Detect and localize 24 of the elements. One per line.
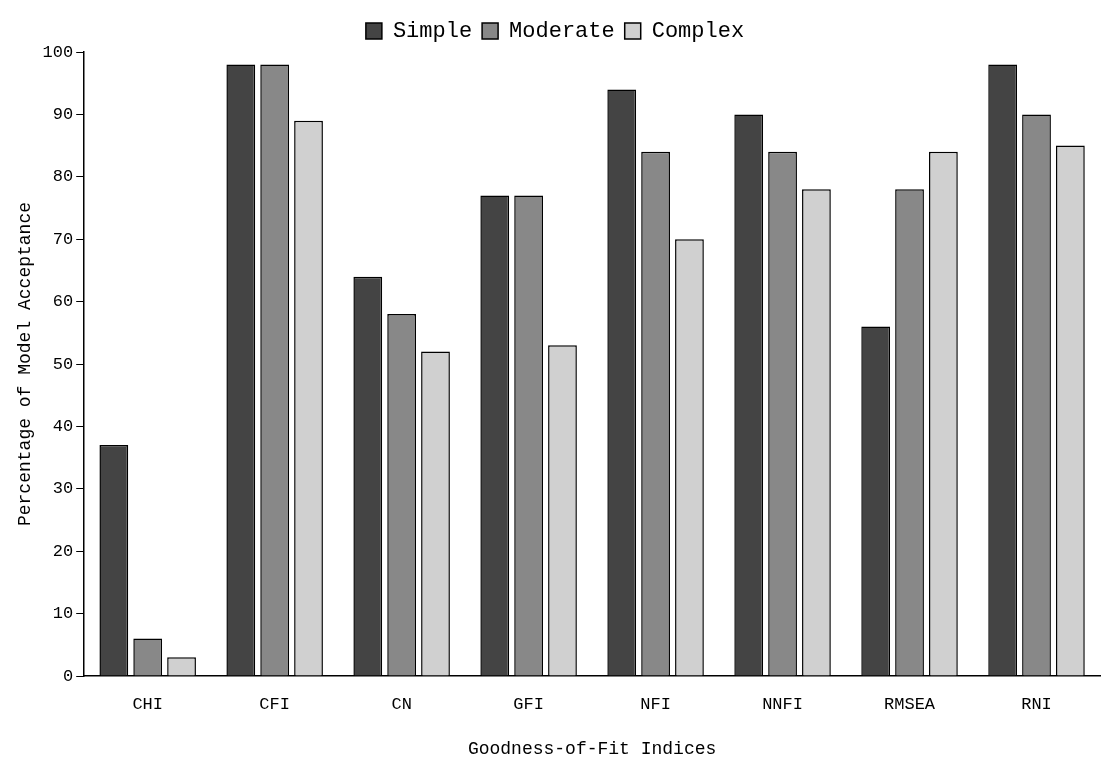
y-tick-label: 90 [52,104,74,124]
x-tick-label: RMSEA [884,694,936,714]
x-tick-label: CN [391,694,412,714]
x-tick-label: CHI [132,694,163,714]
y-tick-label: 70 [52,229,74,249]
x-tick-label: GFI [513,694,544,714]
x-axis-title: Goodness-of-Fit Indices [467,738,717,759]
y-tick-label: 60 [52,292,74,312]
y-tick-label: 100 [42,42,74,62]
y-tick-label: 10 [52,604,74,624]
y-tick-label: 0 [63,666,74,686]
x-tick-label: RNI [1021,694,1052,714]
y-tick-label: 20 [52,541,74,561]
y-axis-title: Percentage of Model Acceptance [14,201,35,527]
y-tick-label: 30 [52,479,74,499]
y-tick-label: 50 [52,354,74,374]
legend-label: Complex [651,18,745,44]
y-tick-label: 80 [52,167,74,187]
x-tick-label: NFI [640,694,671,714]
x-tick-label: CFI [259,694,290,714]
y-tick-label: 40 [52,416,74,436]
legend-label: Moderate [509,18,615,44]
x-tick-label: NNFI [762,694,803,714]
legend-label: Simple [392,18,473,44]
